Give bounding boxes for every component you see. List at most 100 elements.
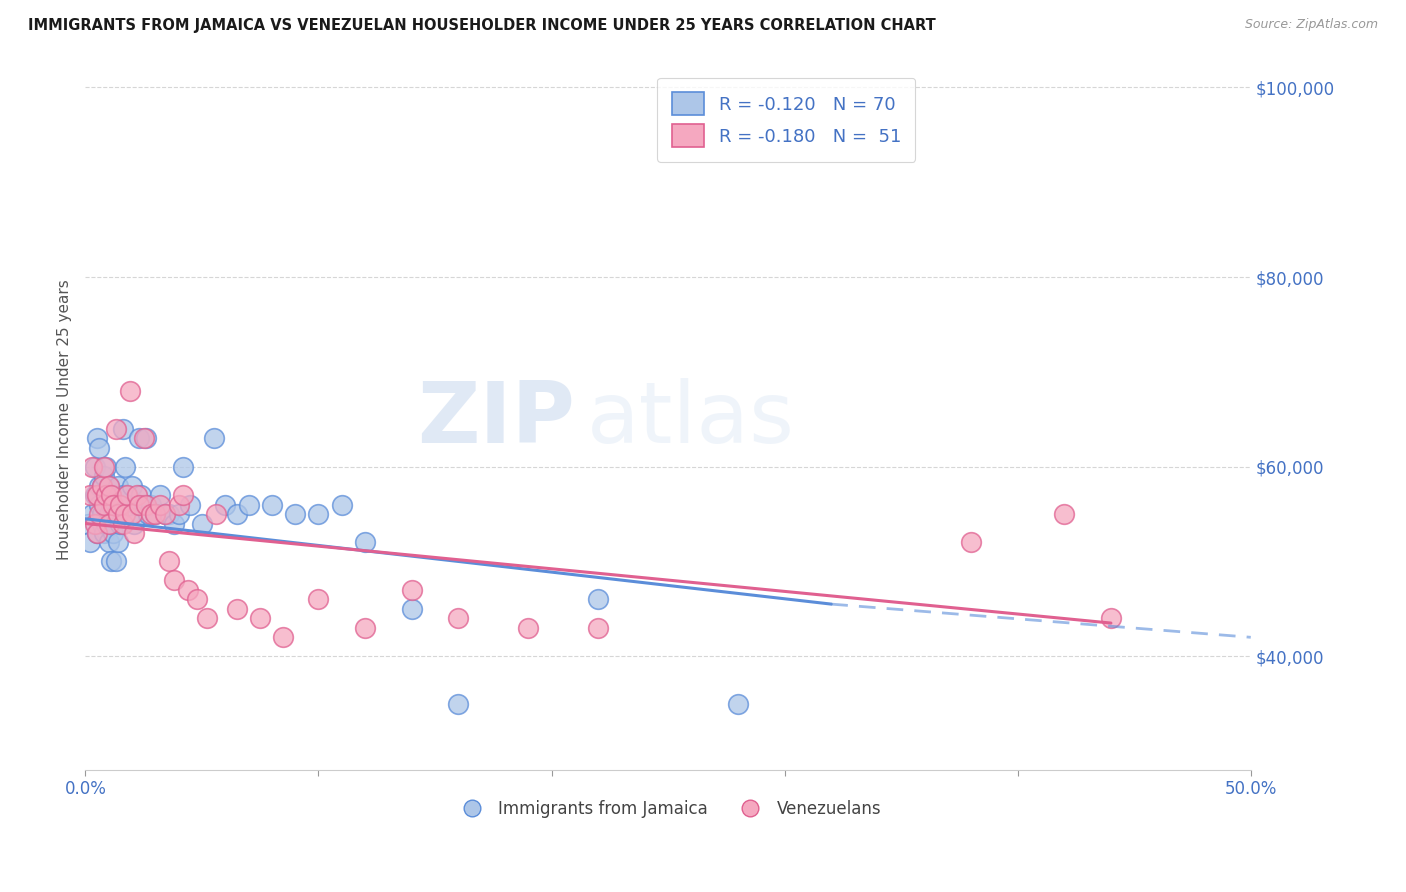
Legend: Immigrants from Jamaica, Venezuelans: Immigrants from Jamaica, Venezuelans: [449, 794, 887, 825]
Point: [179, 498, 201, 512]
Point: [103, 526, 125, 541]
Point: [225, 602, 247, 616]
Point: [157, 554, 180, 568]
Point: [114, 507, 136, 521]
Point: [447, 697, 470, 711]
Point: [90, 516, 112, 531]
Point: [89, 507, 111, 521]
Point: [172, 488, 194, 502]
Point: [586, 621, 609, 635]
Point: [131, 488, 153, 502]
Point: [90, 507, 112, 521]
Point: [125, 488, 148, 502]
Point: [110, 516, 132, 531]
Point: [104, 422, 127, 436]
Point: [86, 431, 108, 445]
Point: [139, 498, 162, 512]
Point: [143, 507, 166, 521]
Point: [97, 535, 120, 549]
Point: [260, 498, 283, 512]
Point: [401, 582, 423, 597]
Point: [100, 516, 122, 531]
Point: [149, 488, 172, 502]
Point: [153, 507, 176, 521]
Point: [110, 498, 132, 512]
Point: [83, 488, 105, 502]
Point: [86, 488, 108, 502]
Point: [153, 507, 176, 521]
Point: [191, 516, 214, 531]
Point: [354, 621, 377, 635]
Point: [103, 488, 125, 502]
Point: [139, 507, 162, 521]
Point: [960, 535, 983, 549]
Point: [93, 459, 115, 474]
Text: atlas: atlas: [586, 377, 794, 461]
Point: [124, 526, 146, 541]
Point: [93, 498, 115, 512]
Point: [104, 507, 127, 521]
Point: [163, 574, 186, 588]
Point: [172, 459, 194, 474]
Point: [100, 498, 122, 512]
Point: [111, 488, 134, 502]
Point: [83, 516, 105, 531]
Point: [167, 507, 190, 521]
Point: [79, 535, 101, 549]
Point: [96, 516, 118, 531]
Point: [121, 478, 143, 492]
Point: [125, 498, 148, 512]
Point: [107, 535, 129, 549]
Point: [97, 478, 120, 492]
Point: [157, 507, 180, 521]
Point: [149, 498, 172, 512]
Point: [104, 554, 127, 568]
Point: [132, 498, 155, 512]
Point: [225, 507, 247, 521]
Point: [100, 488, 122, 502]
Point: [124, 516, 146, 531]
Point: [118, 507, 141, 521]
Point: [93, 526, 115, 541]
Point: [330, 498, 353, 512]
Point: [249, 611, 271, 625]
Point: [284, 507, 307, 521]
Point: [96, 488, 118, 502]
Point: [111, 516, 134, 531]
Point: [82, 507, 104, 521]
Point: [79, 488, 101, 502]
Text: ZIP: ZIP: [418, 377, 575, 461]
Point: [96, 459, 118, 474]
Point: [177, 582, 200, 597]
Point: [97, 478, 120, 492]
Point: [136, 507, 159, 521]
Point: [143, 507, 166, 521]
Point: [93, 498, 115, 512]
Point: [132, 431, 155, 445]
Point: [89, 441, 111, 455]
Point: [238, 498, 260, 512]
Point: [517, 621, 540, 635]
Point: [97, 507, 120, 521]
Point: [97, 516, 120, 531]
Point: [93, 469, 115, 483]
Point: [1053, 507, 1076, 521]
Point: [100, 554, 122, 568]
Point: [117, 488, 139, 502]
Point: [163, 516, 186, 531]
Point: [107, 507, 129, 521]
Point: [121, 507, 143, 521]
Point: [89, 478, 111, 492]
Y-axis label: Householder Income Under 25 years: Householder Income Under 25 years: [58, 279, 72, 559]
Text: Source: ZipAtlas.com: Source: ZipAtlas.com: [1244, 18, 1378, 31]
Point: [90, 478, 112, 492]
Point: [447, 611, 470, 625]
Point: [117, 488, 139, 502]
Point: [114, 459, 136, 474]
Text: IMMIGRANTS FROM JAMAICA VS VENEZUELAN HOUSEHOLDER INCOME UNDER 25 YEARS CORRELAT: IMMIGRANTS FROM JAMAICA VS VENEZUELAN HO…: [28, 18, 936, 33]
Point: [128, 431, 150, 445]
Point: [83, 459, 105, 474]
Point: [90, 478, 112, 492]
Point: [586, 592, 609, 607]
Point: [118, 384, 141, 398]
